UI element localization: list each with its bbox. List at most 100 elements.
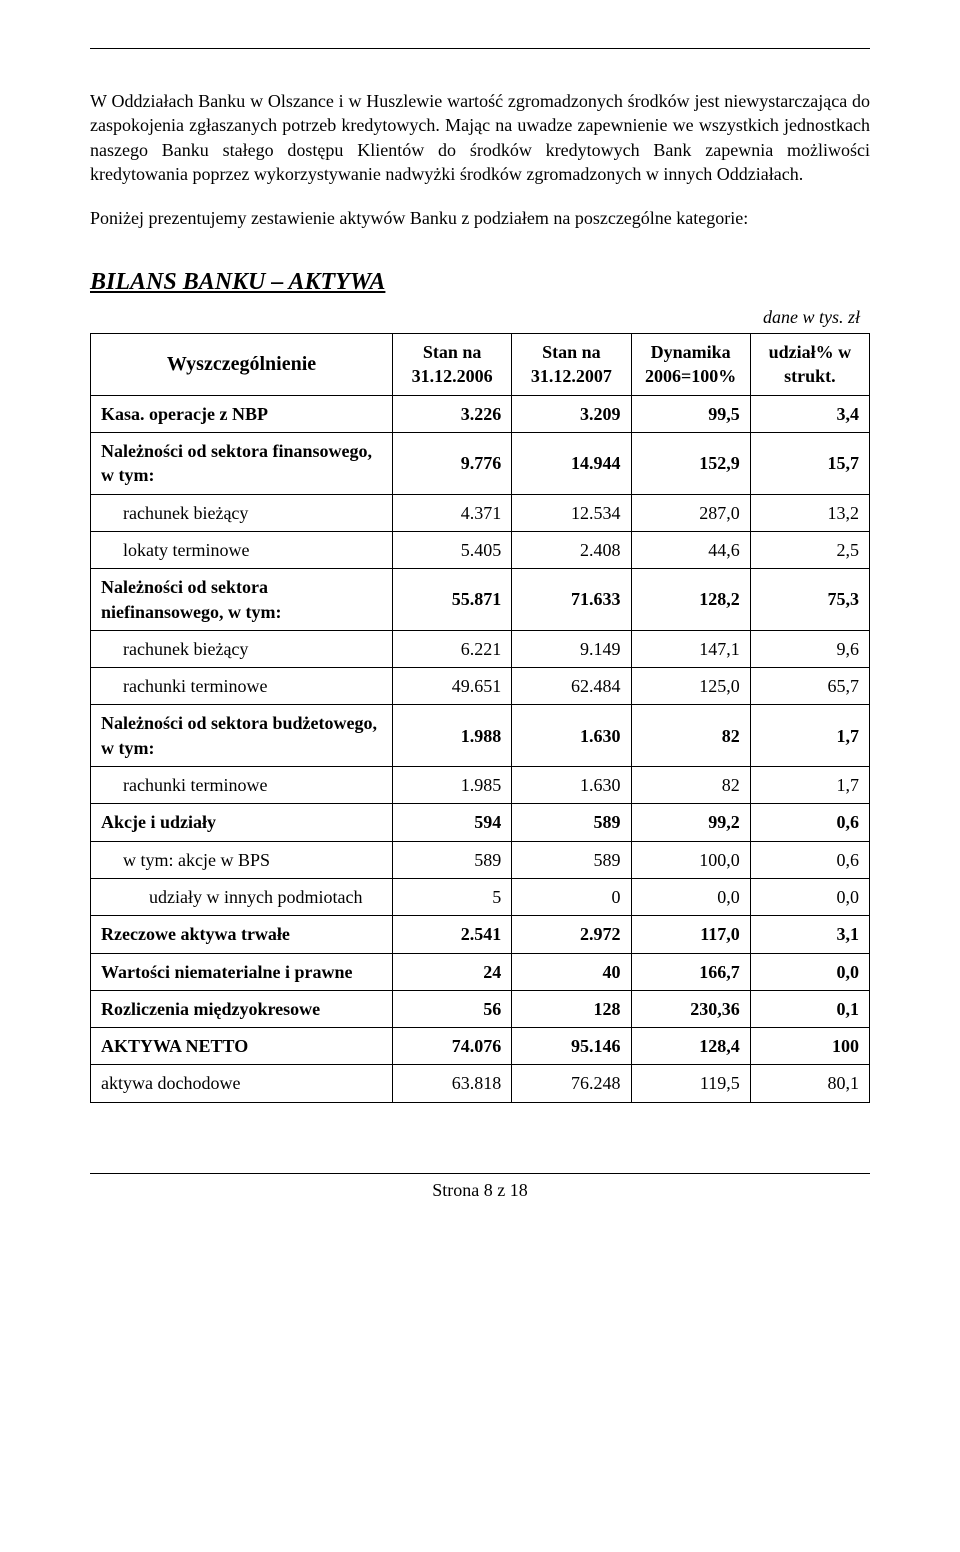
header-label: Wyszczególnienie	[91, 334, 393, 396]
row-value: 24	[393, 953, 512, 990]
paragraph-2: Poniżej prezentujemy zestawienie aktywów…	[90, 206, 870, 230]
row-label: lokaty terminowe	[91, 531, 393, 568]
row-value: 1.630	[512, 705, 631, 767]
header-col-3: Dynamika 2006=100%	[631, 334, 750, 396]
row-value: 12.534	[512, 494, 631, 531]
row-value: 166,7	[631, 953, 750, 990]
table-row: rachunek bieżący6.2219.149147,19,6	[91, 630, 870, 667]
table-row: Wartości niematerialne i prawne2440166,7…	[91, 953, 870, 990]
row-value: 3,4	[750, 395, 869, 432]
row-value: 1.630	[512, 767, 631, 804]
row-label: Rozliczenia międzyokresowe	[91, 990, 393, 1027]
table-row: Rozliczenia międzyokresowe56128230,360,1	[91, 990, 870, 1027]
row-value: 0,1	[750, 990, 869, 1027]
row-value: 14.944	[512, 433, 631, 495]
row-label: Rzeczowe aktywa trwałe	[91, 916, 393, 953]
row-value: 2,5	[750, 531, 869, 568]
row-value: 0,6	[750, 841, 869, 878]
row-label: rachunki terminowe	[91, 668, 393, 705]
header-col-1: Stan na 31.12.2006	[393, 334, 512, 396]
page-footer: Strona 8 z 18	[90, 1173, 870, 1202]
row-value: 589	[393, 841, 512, 878]
unit-label: dane w tys. zł	[90, 305, 870, 329]
row-label: Akcje i udziały	[91, 804, 393, 841]
row-value: 100	[750, 1028, 869, 1065]
row-value: 3.226	[393, 395, 512, 432]
row-value: 95.146	[512, 1028, 631, 1065]
row-value: 1.985	[393, 767, 512, 804]
table-row: rachunki terminowe49.65162.484125,065,7	[91, 668, 870, 705]
table-row: Należności od sektora niefinansowego, w …	[91, 569, 870, 631]
row-value: 119,5	[631, 1065, 750, 1102]
row-label: w tym: akcje w BPS	[91, 841, 393, 878]
row-value: 13,2	[750, 494, 869, 531]
row-value: 62.484	[512, 668, 631, 705]
row-value: 63.818	[393, 1065, 512, 1102]
row-value: 80,1	[750, 1065, 869, 1102]
row-value: 117,0	[631, 916, 750, 953]
row-value: 49.651	[393, 668, 512, 705]
row-value: 75,3	[750, 569, 869, 631]
row-value: 152,9	[631, 433, 750, 495]
row-value: 0,0	[750, 953, 869, 990]
row-value: 128	[512, 990, 631, 1027]
row-value: 147,1	[631, 630, 750, 667]
table-row: Rzeczowe aktywa trwałe2.5412.972117,03,1	[91, 916, 870, 953]
table-row: w tym: akcje w BPS589589100,00,6	[91, 841, 870, 878]
row-value: 1,7	[750, 705, 869, 767]
row-label: Należności od sektora finansowego, w tym…	[91, 433, 393, 495]
row-label: Należności od sektora niefinansowego, w …	[91, 569, 393, 631]
row-label: Kasa. operacje z NBP	[91, 395, 393, 432]
section-title: BILANS BANKU – AKTYWA	[90, 266, 870, 298]
row-value: 5.405	[393, 531, 512, 568]
row-value: 99,2	[631, 804, 750, 841]
table-row: aktywa dochodowe63.81876.248119,580,1	[91, 1065, 870, 1102]
row-value: 76.248	[512, 1065, 631, 1102]
row-value: 99,5	[631, 395, 750, 432]
row-value: 1,7	[750, 767, 869, 804]
row-value: 0,0	[631, 878, 750, 915]
row-value: 65,7	[750, 668, 869, 705]
table-row: rachunki terminowe1.9851.630821,7	[91, 767, 870, 804]
row-value: 40	[512, 953, 631, 990]
row-value: 82	[631, 705, 750, 767]
table-row: Kasa. operacje z NBP3.2263.20999,53,4	[91, 395, 870, 432]
row-value: 82	[631, 767, 750, 804]
header-col-2: Stan na 31.12.2007	[512, 334, 631, 396]
row-value: 56	[393, 990, 512, 1027]
row-label: rachunki terminowe	[91, 767, 393, 804]
footer-divider	[90, 1173, 870, 1174]
paragraph-1: W Oddziałach Banku w Olszance i w Huszle…	[90, 89, 870, 186]
row-value: 589	[512, 804, 631, 841]
row-value: 6.221	[393, 630, 512, 667]
row-value: 3,1	[750, 916, 869, 953]
row-value: 2.541	[393, 916, 512, 953]
row-value: 2.972	[512, 916, 631, 953]
row-value: 15,7	[750, 433, 869, 495]
row-value: 594	[393, 804, 512, 841]
table-row: Należności od sektora finansowego, w tym…	[91, 433, 870, 495]
table-row: Akcje i udziały59458999,20,6	[91, 804, 870, 841]
row-value: 0,6	[750, 804, 869, 841]
row-label: AKTYWA NETTO	[91, 1028, 393, 1065]
row-value: 9.149	[512, 630, 631, 667]
table-header-row: Wyszczególnienie Stan na 31.12.2006 Stan…	[91, 334, 870, 396]
top-divider	[90, 48, 870, 49]
row-value: 44,6	[631, 531, 750, 568]
row-value: 125,0	[631, 668, 750, 705]
row-value: 287,0	[631, 494, 750, 531]
footer-page-number: Strona 8 z 18	[90, 1178, 870, 1202]
row-value: 4.371	[393, 494, 512, 531]
row-value: 74.076	[393, 1028, 512, 1065]
row-value: 589	[512, 841, 631, 878]
table-row: rachunek bieżący4.37112.534287,013,2	[91, 494, 870, 531]
table-row: lokaty terminowe5.4052.40844,62,5	[91, 531, 870, 568]
row-label: rachunek bieżący	[91, 494, 393, 531]
row-label: Wartości niematerialne i prawne	[91, 953, 393, 990]
table-row: AKTYWA NETTO74.07695.146128,4100	[91, 1028, 870, 1065]
row-value: 0,0	[750, 878, 869, 915]
row-value: 128,4	[631, 1028, 750, 1065]
row-label: rachunek bieżący	[91, 630, 393, 667]
row-value: 100,0	[631, 841, 750, 878]
row-value: 9.776	[393, 433, 512, 495]
